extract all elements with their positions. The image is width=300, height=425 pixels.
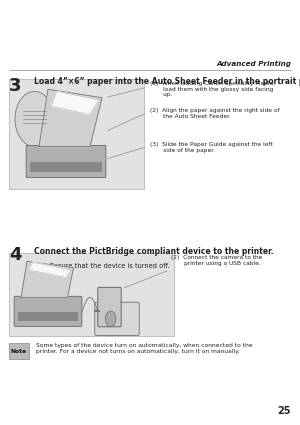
Text: Advanced Printing: Advanced Printing [216, 61, 291, 67]
Circle shape [105, 311, 116, 326]
FancyBboxPatch shape [14, 296, 82, 326]
FancyBboxPatch shape [95, 302, 139, 335]
Polygon shape [28, 262, 70, 278]
Text: (1)  When loading Canon Speciality Media,
       load them with the glossy side : (1) When loading Canon Speciality Media,… [150, 81, 275, 97]
Text: Load 4”×6” paper into the Auto Sheet Feeder in the portrait position (short side: Load 4”×6” paper into the Auto Sheet Fee… [34, 77, 300, 86]
Text: Note: Note [11, 348, 27, 354]
Bar [9, 343, 28, 359]
Text: (3)  Slide the Paper Guide against the left
       side of the paper.: (3) Slide the Paper Guide against the le… [150, 142, 273, 153]
Text: (2)  Connect the camera to the
       printer using a USB cable.: (2) Connect the camera to the printer us… [171, 255, 262, 266]
Polygon shape [51, 91, 99, 115]
Text: (1)   Ensure that the device is turned off.: (1) Ensure that the device is turned off… [34, 263, 170, 269]
Text: Connect the PictBridge compliant device to the printer.: Connect the PictBridge compliant device … [34, 246, 274, 255]
Polygon shape [39, 89, 102, 147]
Text: 25: 25 [278, 406, 291, 416]
Text: 3: 3 [9, 77, 22, 95]
Text: (2)  Align the paper against the right side of
       the Auto Sheet Feeder.: (2) Align the paper against the right si… [150, 108, 280, 119]
FancyBboxPatch shape [98, 287, 121, 327]
Circle shape [15, 91, 54, 147]
FancyBboxPatch shape [26, 145, 106, 178]
Polygon shape [21, 261, 74, 298]
Text: Some types of the device turn on automatically, when connected to the
printer. F: Some types of the device turn on automat… [36, 343, 253, 354]
Bar [30, 162, 102, 172]
Bar [9, 79, 144, 189]
Text: 4: 4 [9, 246, 22, 264]
Bar [18, 312, 78, 321]
Bar [9, 253, 174, 336]
